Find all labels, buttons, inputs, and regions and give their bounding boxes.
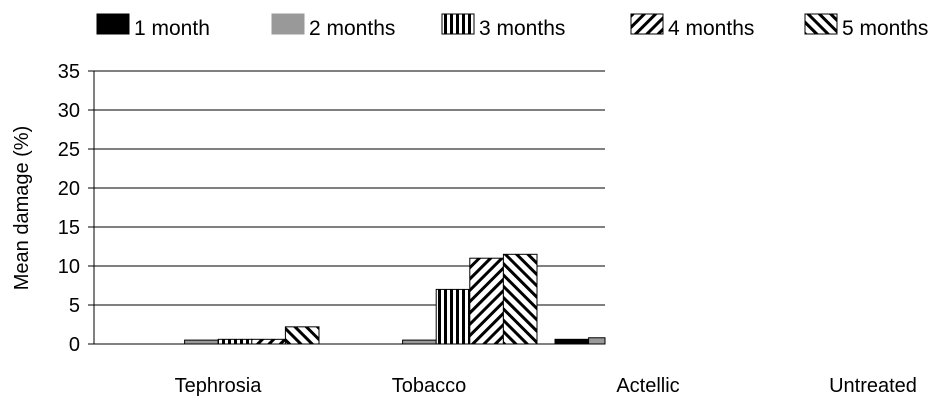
category-label: Actellic — [616, 375, 679, 397]
y-tick-label: 0 — [69, 334, 80, 356]
bar-tobacco-3-month — [435, 288, 471, 345]
bar-tephrosia-2-month — [184, 339, 219, 345]
category-label: Tobacco — [392, 375, 467, 397]
legend-swatch — [630, 13, 664, 35]
gridlines — [94, 70, 605, 345]
legend-label: 1 month — [134, 17, 210, 40]
y-axis: 0 5 10 15 20 25 30 35 — [58, 61, 95, 356]
y-tick-label: 5 — [69, 295, 80, 317]
y-tick-label: 25 — [58, 139, 80, 161]
legend-label: 2 months — [309, 17, 395, 40]
y-axis-title: Mean damage (%) — [11, 126, 33, 291]
y-tick-label: 15 — [58, 217, 80, 239]
legend-label: 5 months — [842, 17, 928, 40]
bar-tephrosia-4-month — [251, 338, 286, 345]
legend-swatch — [271, 13, 305, 35]
category-labels: Tephrosia Tobacco Actellic Untreated — [175, 375, 917, 397]
bar-tobacco-2-month — [402, 339, 437, 345]
category-label: Tephrosia — [175, 375, 263, 397]
y-tick-label: 30 — [58, 100, 80, 122]
bar-tobacco-5-month — [502, 253, 538, 345]
y-tick-label: 35 — [58, 61, 80, 83]
category-label: Untreated — [829, 375, 917, 397]
y-tick-label: 20 — [58, 178, 80, 200]
legend-label: 3 months — [479, 17, 565, 40]
legend-swatch — [96, 13, 130, 35]
bar-tephrosia-5-month — [284, 326, 320, 345]
y-tick-label: 10 — [58, 256, 80, 278]
bars — [184, 253, 606, 345]
bar-actellic-1-month — [554, 338, 590, 345]
legend-swatch — [804, 13, 838, 35]
legend: 1 month 2 months 3 months 4 months 5 months — [96, 13, 928, 40]
bar-actellic-2-month — [588, 337, 606, 345]
bar-tephrosia-3-month — [217, 338, 253, 345]
bar-tobacco-4-month — [469, 257, 504, 345]
legend-swatch — [441, 13, 475, 35]
legend-label: 4 months — [668, 17, 754, 40]
